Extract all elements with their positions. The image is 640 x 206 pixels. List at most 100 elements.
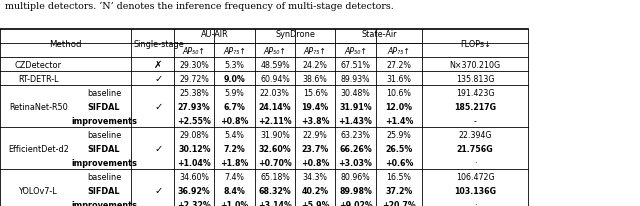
- Text: 191.423G: 191.423G: [456, 88, 495, 97]
- Text: baseline: baseline: [87, 88, 121, 97]
- Text: +1.8%: +1.8%: [220, 158, 249, 167]
- Text: 60.94%: 60.94%: [260, 75, 290, 83]
- Text: +3.14%: +3.14%: [258, 200, 292, 206]
- Text: 10.6%: 10.6%: [387, 88, 412, 97]
- Text: 24.2%: 24.2%: [303, 61, 328, 69]
- Text: improvements: improvements: [71, 158, 137, 167]
- Text: 29.08%: 29.08%: [179, 130, 209, 139]
- Text: AP₅₀↑: AP₅₀↑: [183, 47, 205, 56]
- Text: +3.8%: +3.8%: [301, 116, 330, 125]
- Text: 16.5%: 16.5%: [387, 172, 412, 181]
- Text: 185.217G: 185.217G: [454, 102, 496, 111]
- Text: 6.7%: 6.7%: [223, 102, 246, 111]
- Text: baseline: baseline: [87, 130, 121, 139]
- Text: FLOPs↓: FLOPs↓: [460, 40, 491, 49]
- Text: +2.32%: +2.32%: [177, 200, 211, 206]
- Text: Single-stage: Single-stage: [133, 40, 184, 49]
- Text: 36.92%: 36.92%: [178, 186, 211, 195]
- Text: AP₇₅↑: AP₇₅↑: [223, 47, 246, 56]
- Text: 40.2%: 40.2%: [301, 186, 329, 195]
- Text: improvements: improvements: [71, 116, 137, 125]
- Text: YOLOv7-L: YOLOv7-L: [19, 186, 58, 195]
- Text: 68.32%: 68.32%: [259, 186, 291, 195]
- Text: 38.6%: 38.6%: [303, 75, 328, 83]
- Text: +1.43%: +1.43%: [339, 116, 372, 125]
- Text: 89.98%: 89.98%: [339, 186, 372, 195]
- Text: 31.91%: 31.91%: [339, 102, 372, 111]
- Text: 30.12%: 30.12%: [178, 144, 211, 153]
- Text: 19.4%: 19.4%: [301, 102, 329, 111]
- Text: SIFDAL: SIFDAL: [88, 144, 120, 153]
- Text: 31.90%: 31.90%: [260, 130, 290, 139]
- Text: AP₅₀↑: AP₅₀↑: [344, 47, 367, 56]
- Text: SIFDAL: SIFDAL: [88, 186, 120, 195]
- Text: 22.03%: 22.03%: [260, 88, 290, 97]
- Text: SIFDAL: SIFDAL: [88, 102, 120, 111]
- Text: +9.02%: +9.02%: [339, 200, 372, 206]
- Text: 34.3%: 34.3%: [303, 172, 328, 181]
- Text: 32.60%: 32.60%: [259, 144, 291, 153]
- Text: 103.136G: 103.136G: [454, 186, 496, 195]
- Text: +0.8%: +0.8%: [220, 116, 249, 125]
- Text: 106.472G: 106.472G: [456, 172, 495, 181]
- Text: AP₇₅↑: AP₇₅↑: [304, 47, 326, 56]
- Text: 22.394G: 22.394G: [458, 130, 492, 139]
- Text: N×370.210G: N×370.210G: [450, 61, 500, 69]
- Text: AP₅₀↑: AP₅₀↑: [264, 47, 286, 56]
- Text: 63.23%: 63.23%: [340, 130, 371, 139]
- Text: 29.30%: 29.30%: [179, 61, 209, 69]
- Text: RetinaNet-R50: RetinaNet-R50: [9, 102, 68, 111]
- Text: Method: Method: [49, 40, 82, 49]
- Text: +1.4%: +1.4%: [385, 116, 413, 125]
- Text: ✓: ✓: [154, 74, 163, 84]
- Text: 37.2%: 37.2%: [385, 186, 413, 195]
- Text: 5.4%: 5.4%: [225, 130, 244, 139]
- Text: SynDrone: SynDrone: [275, 30, 315, 39]
- Text: 26.5%: 26.5%: [385, 144, 413, 153]
- Text: 15.6%: 15.6%: [303, 88, 328, 97]
- Text: CZDetector: CZDetector: [15, 61, 62, 69]
- Text: 34.60%: 34.60%: [179, 172, 209, 181]
- Text: 5.3%: 5.3%: [225, 61, 244, 69]
- Text: ✗: ✗: [154, 60, 163, 70]
- Text: +1.0%: +1.0%: [220, 200, 249, 206]
- Text: +0.6%: +0.6%: [385, 158, 413, 167]
- Text: 21.756G: 21.756G: [457, 144, 493, 153]
- Text: 80.96%: 80.96%: [340, 172, 371, 181]
- Text: 27.93%: 27.93%: [178, 102, 211, 111]
- Text: 31.6%: 31.6%: [387, 75, 412, 83]
- Text: EfficientDet-d2: EfficientDet-d2: [8, 144, 69, 153]
- Text: +3.03%: +3.03%: [339, 158, 372, 167]
- Text: AP₇₅↑: AP₇₅↑: [388, 47, 410, 56]
- Text: 9.0%: 9.0%: [224, 75, 245, 83]
- Text: 23.7%: 23.7%: [301, 144, 329, 153]
- Text: 89.93%: 89.93%: [340, 75, 371, 83]
- Text: 30.48%: 30.48%: [340, 88, 371, 97]
- Text: ·: ·: [474, 158, 476, 167]
- Text: 27.2%: 27.2%: [387, 61, 412, 69]
- Text: 135.813G: 135.813G: [456, 75, 495, 83]
- Text: 22.9%: 22.9%: [303, 130, 328, 139]
- Text: ✓: ✓: [154, 102, 163, 112]
- Text: -: -: [474, 116, 477, 125]
- Text: 65.18%: 65.18%: [260, 172, 290, 181]
- Text: +20.7%: +20.7%: [382, 200, 416, 206]
- Text: ✓: ✓: [154, 186, 163, 195]
- Text: 12.0%: 12.0%: [385, 102, 413, 111]
- Text: 24.14%: 24.14%: [259, 102, 291, 111]
- Text: State-Air: State-Air: [361, 30, 397, 39]
- Text: AU-AIR: AU-AIR: [200, 30, 228, 39]
- Text: ·: ·: [474, 200, 476, 206]
- Text: +1.04%: +1.04%: [177, 158, 211, 167]
- Text: +0.70%: +0.70%: [258, 158, 292, 167]
- Text: +0.8%: +0.8%: [301, 158, 330, 167]
- Text: multiple detectors. ‘N’ denotes the inference frequency of multi-stage detectors: multiple detectors. ‘N’ denotes the infe…: [5, 2, 394, 11]
- Text: 25.38%: 25.38%: [179, 88, 209, 97]
- Text: +2.11%: +2.11%: [258, 116, 292, 125]
- Text: 7.4%: 7.4%: [225, 172, 244, 181]
- Text: 25.9%: 25.9%: [387, 130, 412, 139]
- Text: +2.55%: +2.55%: [177, 116, 211, 125]
- Text: 66.26%: 66.26%: [339, 144, 372, 153]
- Text: 5.9%: 5.9%: [225, 88, 244, 97]
- Text: 8.4%: 8.4%: [223, 186, 246, 195]
